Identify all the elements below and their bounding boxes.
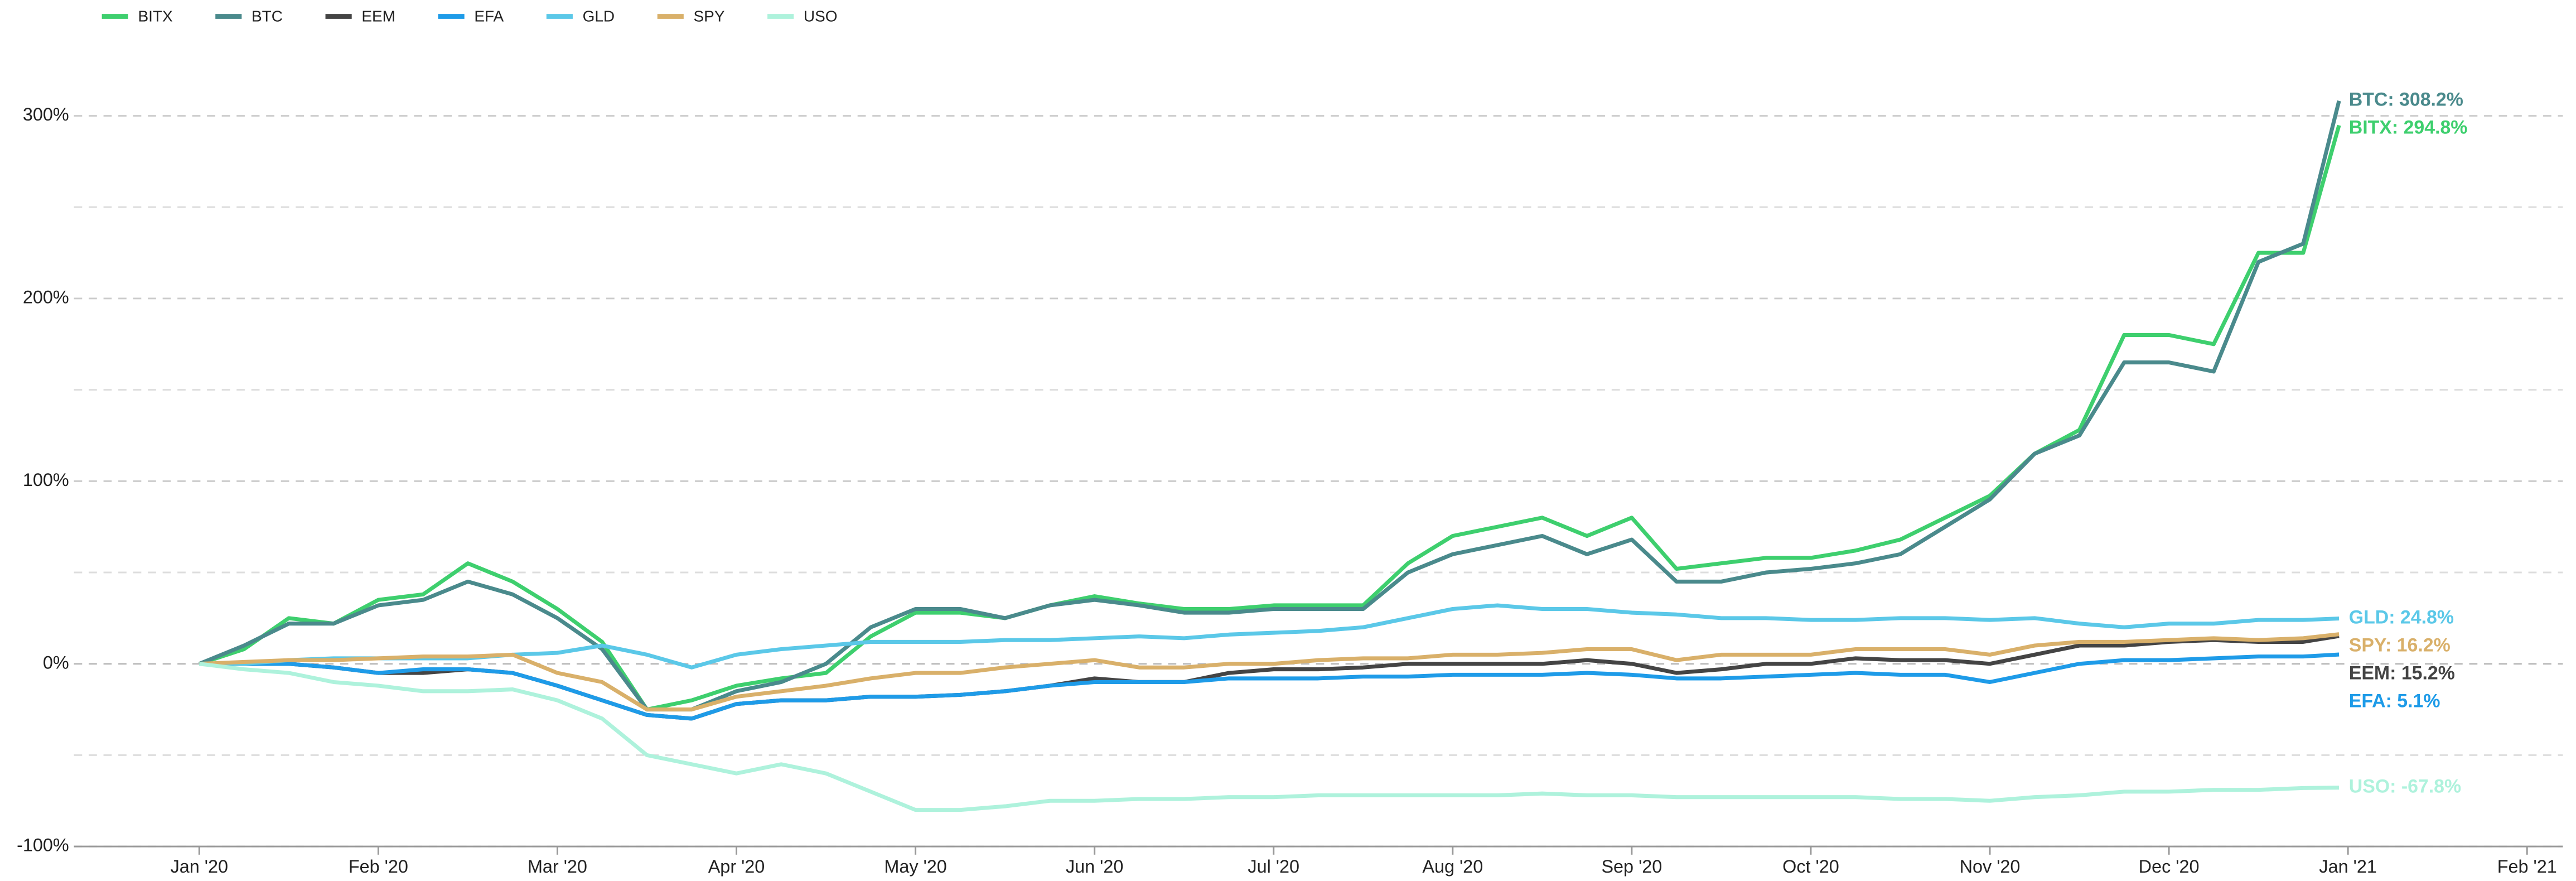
x-tick-label: Feb '21 bbox=[2497, 856, 2557, 877]
legend-label: GLD bbox=[583, 7, 615, 25]
series-line bbox=[199, 124, 2341, 712]
y-tick-label: 100% bbox=[23, 470, 69, 490]
legend-label: EEM bbox=[361, 7, 395, 25]
x-tick-label: Jul '20 bbox=[1248, 856, 1299, 877]
series-line bbox=[198, 100, 2341, 712]
legend-label: SPY bbox=[694, 7, 725, 25]
series-line bbox=[199, 632, 2340, 712]
x-tick-label: Jan '20 bbox=[171, 856, 228, 877]
end-label: EFA: 5.1% bbox=[2349, 691, 2440, 712]
legend-label: BTC bbox=[252, 7, 283, 25]
end-label: GLD: 24.8% bbox=[2349, 606, 2454, 628]
end-label: EEM: 15.2% bbox=[2349, 663, 2455, 684]
legend-label: EFA bbox=[474, 7, 504, 25]
y-tick-label: -100% bbox=[17, 835, 69, 855]
y-tick-label: 0% bbox=[43, 652, 69, 672]
x-tick-label: Oct '20 bbox=[1782, 856, 1839, 877]
x-tick-label: Nov '20 bbox=[1960, 856, 2021, 877]
y-tick-label: 300% bbox=[23, 104, 69, 124]
x-tick-label: Apr '20 bbox=[708, 856, 765, 877]
x-tick-label: Jan '21 bbox=[2319, 856, 2376, 877]
x-tick-label: Aug '20 bbox=[1422, 856, 1483, 877]
y-tick-label: 200% bbox=[23, 287, 69, 307]
x-tick-label: Mar '20 bbox=[528, 856, 587, 877]
end-label: BITX: 294.8% bbox=[2349, 117, 2468, 138]
series-line bbox=[199, 652, 2340, 721]
series-line bbox=[199, 603, 2340, 670]
x-tick-label: Dec '20 bbox=[2139, 856, 2200, 877]
end-label: USO: -67.8% bbox=[2349, 776, 2461, 797]
series-line bbox=[199, 662, 2340, 812]
x-tick-label: Jun '20 bbox=[1066, 856, 1123, 877]
x-tick-label: May '20 bbox=[884, 856, 946, 877]
legend-label: USO bbox=[804, 7, 838, 25]
legend-label: BITX bbox=[138, 7, 173, 25]
x-tick-label: Feb '20 bbox=[349, 856, 408, 877]
x-tick-label: Sep '20 bbox=[1601, 856, 1662, 877]
end-label: BTC: 308.2% bbox=[2349, 89, 2463, 110]
end-label: SPY: 16.2% bbox=[2349, 635, 2451, 656]
